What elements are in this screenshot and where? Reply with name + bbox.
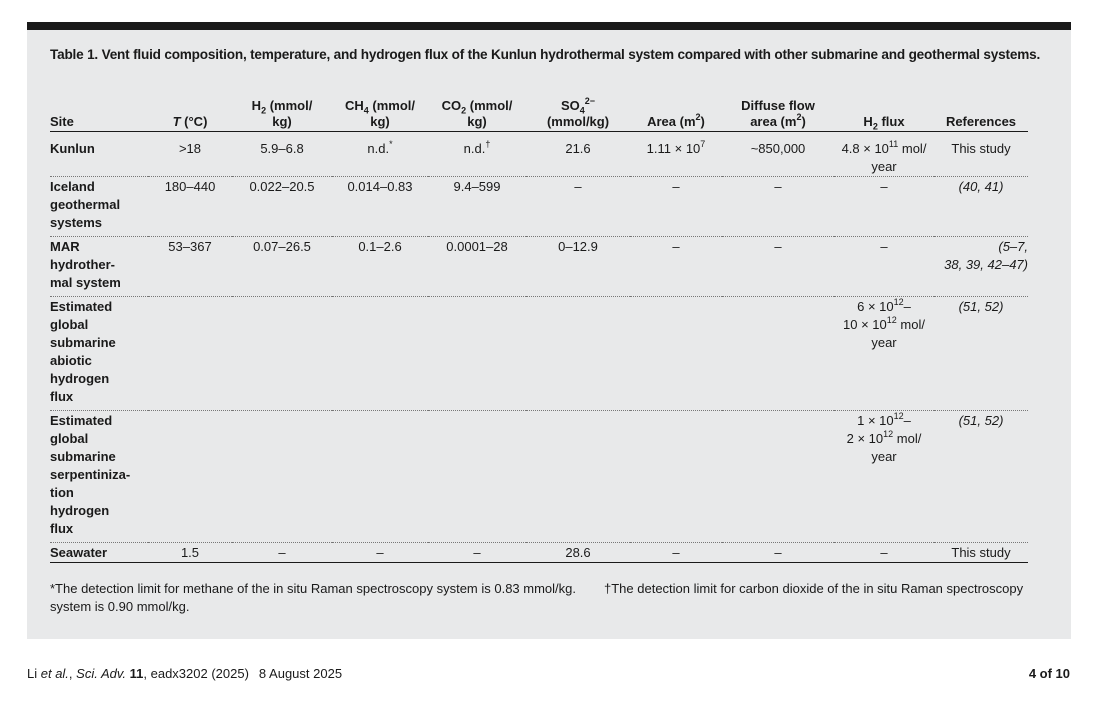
so4-cell: 28.6 (526, 542, 630, 563)
header-row: Site T (°C) H2 (mmol/kg) CH4 (mmol/kg) C… (50, 90, 1028, 132)
flux-cell: 1 × 1012– 2 × 1012 mol/year (834, 410, 934, 543)
table-row: Seawater 1.5 – – – 28.6 – – – This study (50, 542, 1028, 563)
ch4-cell: 0.1–2.6 (332, 236, 428, 297)
co2-cell: 9.4–599 (428, 176, 526, 237)
temp-cell: 1.5 (148, 542, 232, 563)
co2-cell: 0.0001–28 (428, 236, 526, 297)
citation-footer: Li et al., Sci. Adv. 11, eadx3202 (2025)… (27, 666, 343, 681)
table-panel: Table 1. Vent fluid composition, tempera… (27, 30, 1071, 639)
flux-cell: – (834, 542, 934, 563)
table-row: Kunlun >18 5.9–6.8 n.d.* n.d.† 21.6 1.11… (50, 131, 1028, 177)
col-so4: SO42− (mmol/kg) (526, 90, 630, 132)
table-footnotes: *The detection limit for methane of the … (50, 580, 1050, 616)
top-rule (27, 22, 1071, 30)
col-area: Area (m2) (630, 90, 722, 132)
temp-cell: >18 (148, 131, 232, 177)
refs-cell: (40, 41) (934, 176, 1028, 237)
col-h2: H2 (mmol/kg) (232, 90, 332, 132)
so4-cell: – (526, 176, 630, 237)
area-cell: – (630, 236, 722, 297)
diffuse-cell: – (722, 236, 834, 297)
site-cell: MAR hydrother-mal system (50, 236, 148, 297)
table-row: MAR hydrother-mal system 53–367 0.07–26.5… (50, 236, 1028, 297)
flux-cell: – (834, 236, 934, 297)
col-site: Site (50, 90, 148, 132)
footnote-co2: †The detection limit for carbon dioxide … (50, 581, 1024, 614)
table-row: Iceland geothermal systems 180–440 0.022–2… (50, 176, 1028, 237)
co2-cell: n.d.† (428, 131, 526, 177)
ch4-cell: n.d.* (332, 131, 428, 177)
col-ch4: CH4 (mmol/kg) (332, 90, 428, 132)
area-cell: 1.11 × 107 (630, 131, 722, 177)
data-table: Site T (°C) H2 (mmol/kg) CH4 (mmol/kg) C… (50, 90, 1028, 563)
area-cell: – (630, 176, 722, 237)
col-temperature: T (°C) (148, 90, 232, 132)
diffuse-cell: – (722, 542, 834, 563)
site-cell: Iceland geothermal systems (50, 176, 148, 237)
site-cell: Kunlun (50, 131, 148, 177)
ch4-cell: 0.014–0.83 (332, 176, 428, 237)
refs-cell: (51, 52) (934, 296, 1028, 411)
temp-cell: 53–367 (148, 236, 232, 297)
col-h2-flux: H2 flux (834, 90, 934, 132)
co2-cell: – (428, 542, 526, 563)
flux-cell: 4.8 × 1011 mol/year (834, 131, 934, 177)
h2-cell: 0.07–26.5 (232, 236, 332, 297)
temp-cell: 180–440 (148, 176, 232, 237)
site-cell: Estimated global submarine serpentiniza-tio… (50, 410, 148, 543)
flux-cell: 6 × 1012– 10 × 1012 mol/year (834, 296, 934, 411)
area-cell: – (630, 542, 722, 563)
page-number: 4 of 10 (1028, 666, 1070, 681)
ch4-cell: – (332, 542, 428, 563)
table-caption: Table 1. Vent fluid composition, tempera… (50, 47, 1041, 62)
table-row: Estimated global submarine serpentiniza-tio… (50, 410, 1028, 543)
so4-cell: 21.6 (526, 131, 630, 177)
site-cell: Estimated global submarine abiotic hydrogen f… (50, 296, 148, 411)
diffuse-cell: ~850,000 (722, 131, 834, 177)
refs-cell: (51, 52) (934, 410, 1028, 543)
footnote-methane: *The detection limit for methane of the … (50, 581, 577, 596)
col-references: References (934, 90, 1028, 132)
refs-cell: This study (934, 542, 1028, 563)
site-cell: Seawater (50, 542, 148, 563)
table-row: Estimated global submarine abiotic hydrogen f… (50, 296, 1028, 411)
diffuse-cell: – (722, 176, 834, 237)
col-diffuse-area: Diffuse flow area (m2) (722, 90, 834, 132)
col-co2: CO2 (mmol/kg) (428, 90, 526, 132)
flux-cell: – (834, 176, 934, 237)
refs-cell: This study (934, 131, 1028, 177)
so4-cell: 0–12.9 (526, 236, 630, 297)
refs-cell: (5–7, 38, 39, 42–47) (934, 236, 1028, 297)
h2-cell: – (232, 542, 332, 563)
h2-cell: 5.9–6.8 (232, 131, 332, 177)
h2-cell: 0.022–20.5 (232, 176, 332, 237)
